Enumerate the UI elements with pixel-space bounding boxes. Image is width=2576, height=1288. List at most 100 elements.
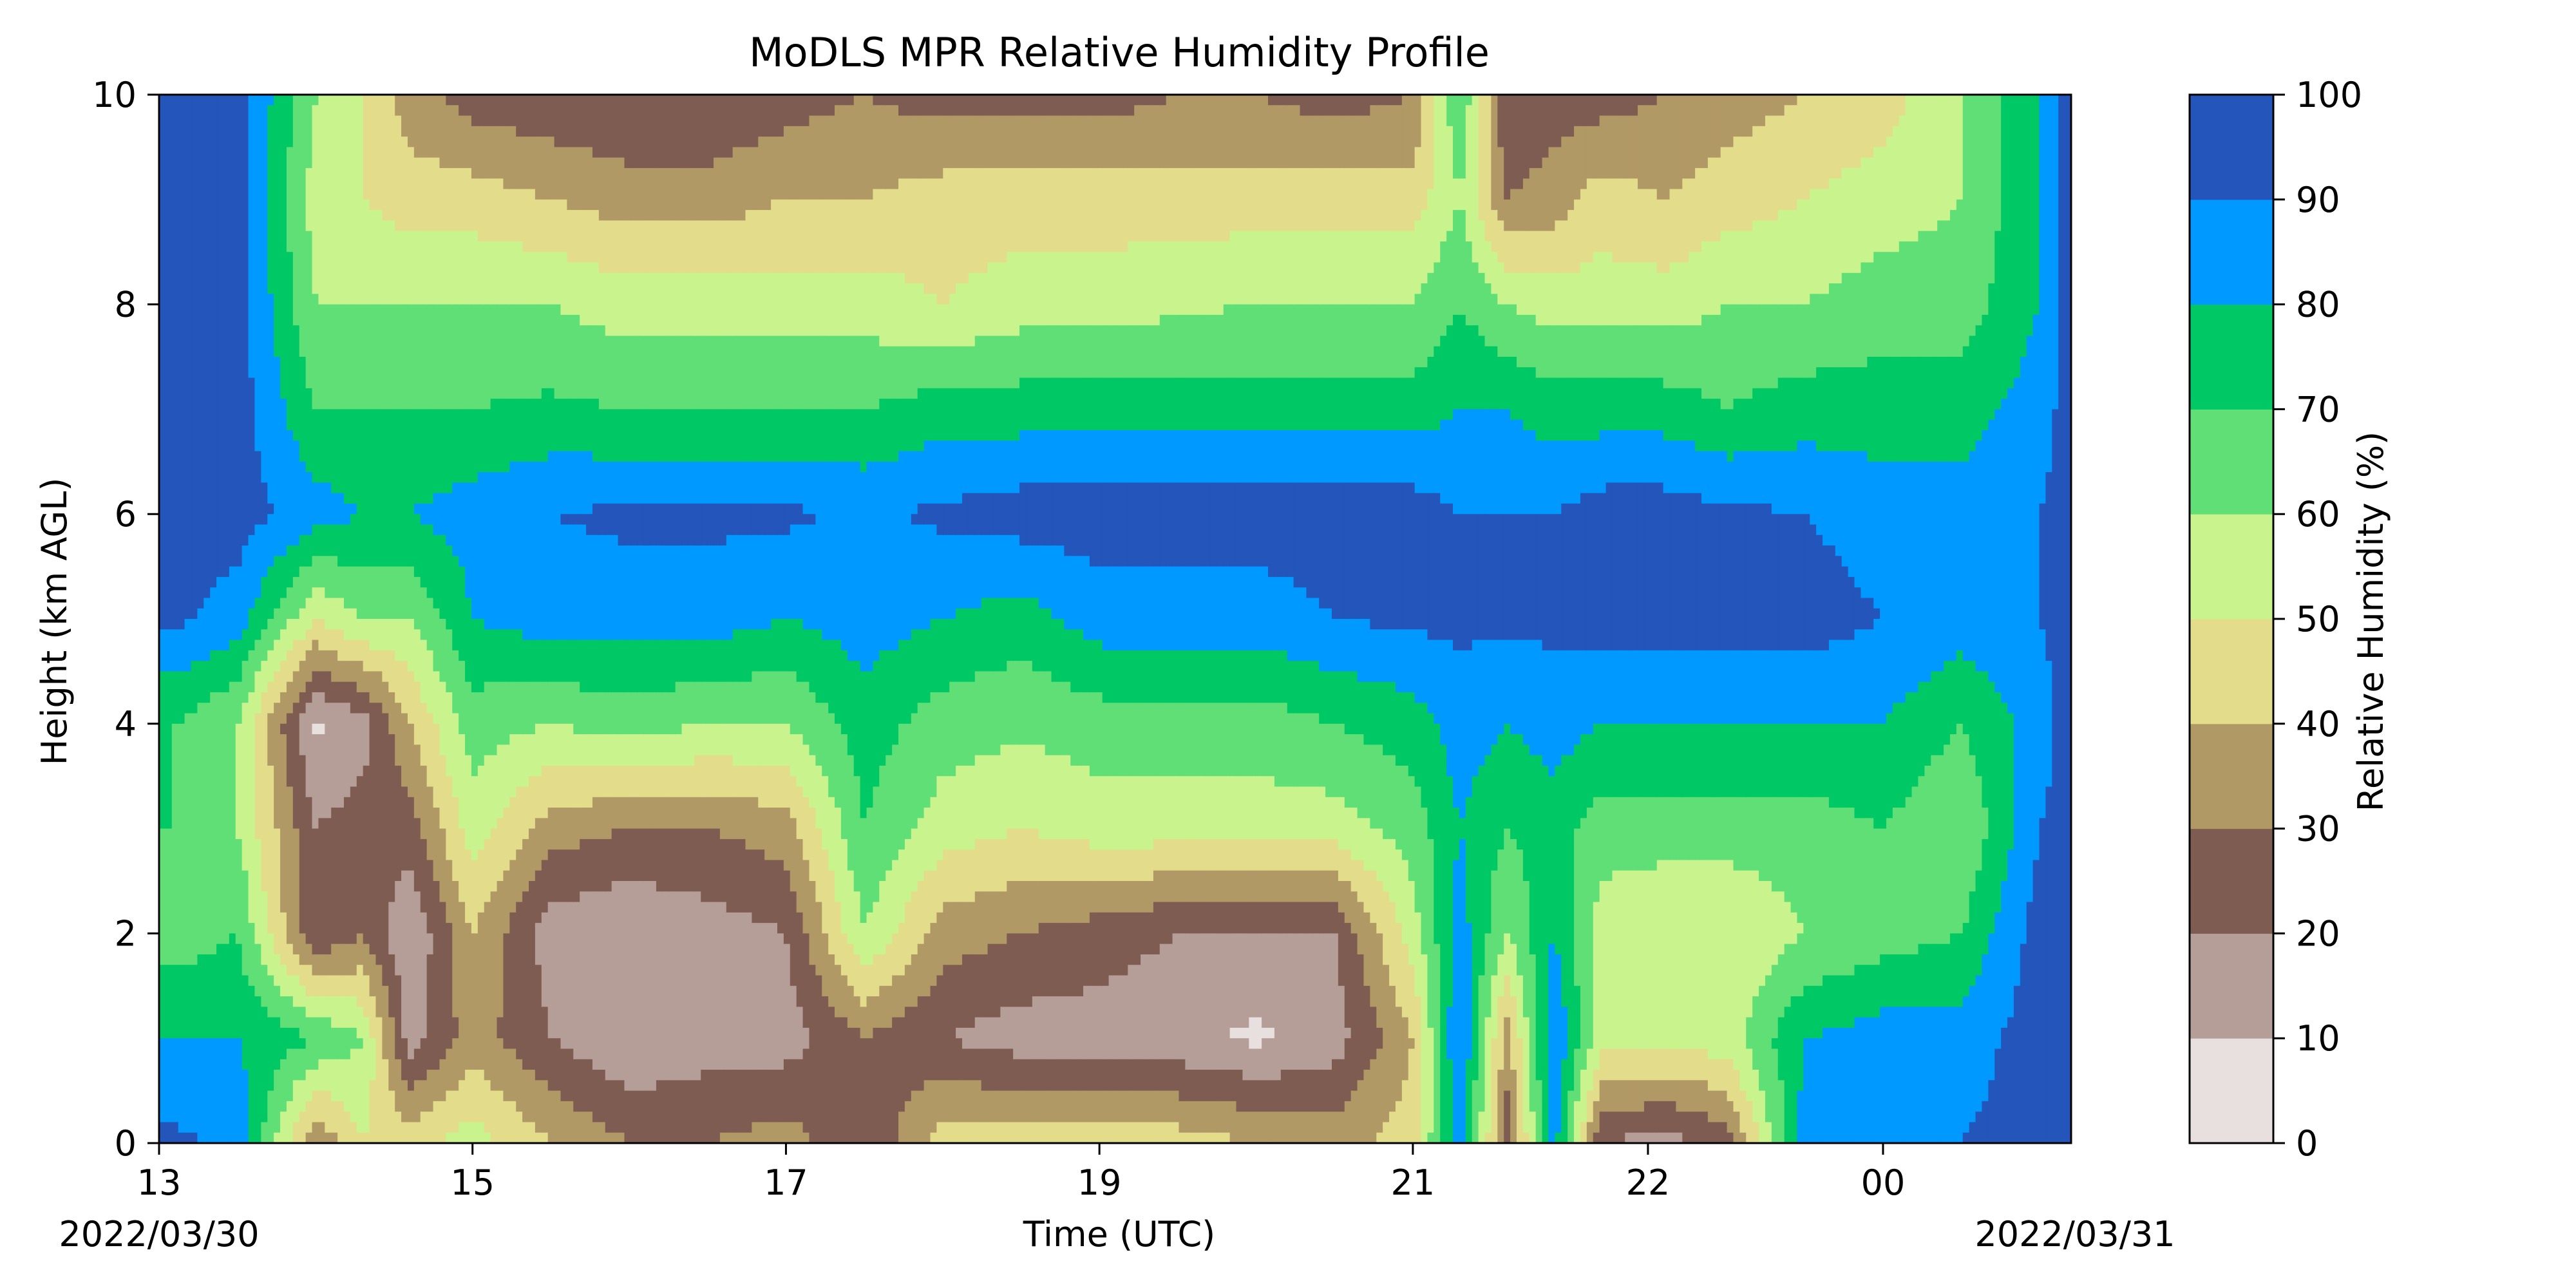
rh-cell: [1555, 514, 1562, 651]
rh-cell: [1612, 1080, 1620, 1112]
rh-cell: [1134, 241, 1141, 326]
rh-cell: [1911, 786, 1919, 955]
rh-cell: [777, 95, 784, 137]
rh-cell: [1854, 629, 1862, 724]
rh-cell: [204, 95, 211, 599]
rh-cell: [943, 692, 950, 777]
rh-cell: [949, 503, 956, 536]
rh-cell: [1982, 838, 1989, 955]
rh-cell: [484, 902, 491, 1081]
rh-cell: [459, 828, 466, 903]
rh-cell: [853, 409, 861, 462]
rh-cell: [1121, 95, 1129, 117]
rh-cell: [1242, 870, 1250, 903]
rh-cell: [547, 849, 555, 903]
rh-cell: [1886, 252, 1893, 357]
rh-cell: [688, 409, 696, 462]
rh-cell: [1676, 440, 1683, 494]
rh-cell: [1255, 377, 1262, 431]
rh-cell: [560, 314, 568, 399]
rh-cell: [987, 167, 995, 263]
rh-cell: [1975, 440, 1983, 672]
rh-cell: [1007, 828, 1014, 882]
rh-cell: [1408, 692, 1416, 777]
rh-cell: [356, 1007, 364, 1039]
rh-cell: [1172, 482, 1180, 567]
rh-cell: [1045, 671, 1052, 756]
rh-cell: [567, 808, 574, 850]
rh-cell: [1070, 95, 1077, 117]
rh-cell: [235, 838, 243, 945]
rh-cell: [1931, 755, 1938, 945]
rh-cell: [1504, 357, 1511, 410]
rh-cell: [490, 755, 498, 829]
rh-cell: [1325, 608, 1332, 672]
rh-cell: [1262, 377, 1269, 431]
rh-cell: [159, 1038, 166, 1123]
rh-cell: [1701, 797, 1709, 861]
rh-cell: [1797, 923, 1804, 934]
rh-cell: [1689, 1048, 1696, 1081]
rh-cell: [433, 95, 440, 158]
rh-cell: [292, 703, 300, 829]
rh-cell: [305, 1070, 313, 1102]
rh-cell: [1363, 95, 1371, 117]
rh-cell: [987, 891, 995, 945]
rh-cell: [184, 965, 192, 1039]
rh-cell: [1159, 95, 1167, 106]
rh-cell: [331, 943, 338, 976]
rh-cell: [866, 671, 874, 808]
rh-cell: [1134, 1122, 1141, 1144]
rh-cell: [1306, 430, 1314, 484]
rh-cell: [509, 399, 517, 462]
rh-cell: [930, 178, 938, 295]
rh-cell: [860, 671, 867, 819]
rh-cell: [1383, 965, 1390, 1123]
rh-cell: [1262, 1027, 1269, 1039]
rh-cell: [459, 661, 466, 735]
rh-cell: [1714, 860, 1721, 1060]
rh-cell: [503, 95, 511, 127]
rh-cell: [1153, 482, 1160, 567]
rh-cell: [726, 95, 734, 158]
rh-cell: [1643, 1048, 1651, 1081]
rh-cell: [873, 786, 880, 903]
rh-cell: [764, 210, 772, 274]
rh-cell: [968, 765, 976, 850]
rh-cell: [471, 482, 478, 620]
rh-cell: [1025, 115, 1033, 169]
rh-cell: [949, 681, 956, 777]
rh-cell: [567, 314, 574, 399]
rh-cell: [318, 692, 326, 724]
rh-cell: [1892, 954, 1900, 1008]
rh-cell: [1899, 461, 1906, 704]
rh-cell: [1000, 535, 1008, 599]
rh-cell: [1185, 482, 1193, 567]
rh-cell: [886, 870, 893, 945]
rh-cell: [719, 797, 727, 840]
rh-cell: [1510, 272, 1517, 305]
rh-cell: [178, 671, 185, 724]
rh-cell: [1727, 231, 1734, 305]
rh-cell: [350, 409, 357, 504]
rh-cell: [413, 304, 421, 410]
rh-cell: [1057, 430, 1065, 484]
rh-cell: [1223, 776, 1231, 840]
rh-cell: [1905, 461, 1913, 693]
rh-cell: [369, 996, 377, 1039]
rh-cell: [274, 608, 281, 641]
rh-cell: [541, 199, 549, 252]
rh-cell: [694, 755, 702, 798]
rh-cell: [420, 1080, 428, 1112]
rh-cell: [1121, 849, 1129, 882]
rh-cell: [1638, 650, 1645, 724]
rh-cell: [267, 514, 274, 567]
rh-cell: [981, 336, 989, 389]
rh-cell: [407, 95, 415, 148]
rh-cell: [1899, 808, 1906, 955]
rh-cell: [1899, 703, 1906, 808]
rh-cell: [248, 692, 256, 923]
rh-cell: [1924, 95, 1932, 232]
rh-cell: [401, 137, 408, 232]
rh-cell: [911, 115, 918, 180]
